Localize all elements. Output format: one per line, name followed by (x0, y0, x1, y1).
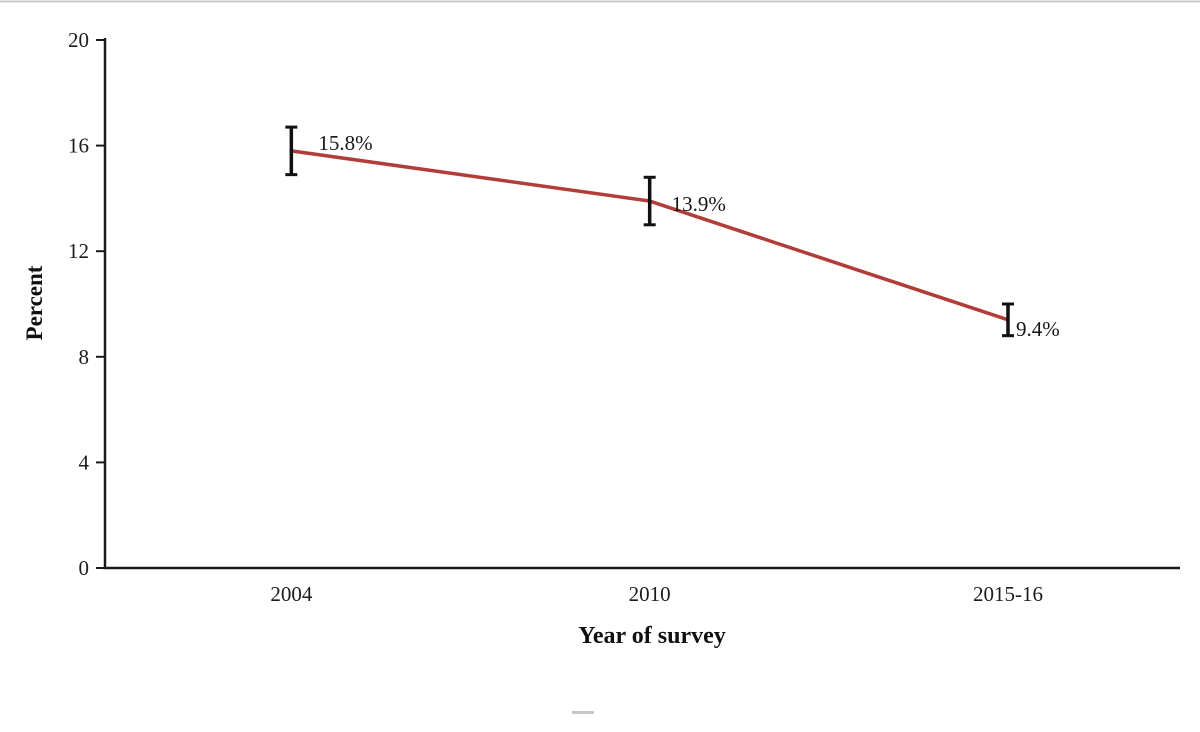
y-tick-label: 4 (79, 450, 90, 474)
data-label: 9.4% (1016, 317, 1060, 341)
y-tick-label: 0 (79, 556, 90, 580)
caption-artifact (572, 711, 594, 714)
axes-layer: 0 4 8 12 16 20 2004 2010 2015-16 (68, 28, 1180, 606)
data-series-layer (285, 125, 1014, 338)
data-label: 15.8% (318, 131, 372, 155)
x-axis-title: Year of survey (578, 623, 726, 649)
y-tick-label: 12 (68, 239, 89, 263)
y-tick-label: 20 (68, 28, 89, 52)
x-tick-label: 2010 (629, 582, 671, 606)
y-tick-label: 16 (68, 134, 89, 158)
x-tick-label: 2004 (270, 582, 313, 606)
y-axis-title: Percent (22, 265, 47, 340)
x-tick-label: 2015-16 (973, 582, 1043, 606)
data-labels-layer: 15.8% 13.9% 9.4% (318, 131, 1059, 341)
y-tick-label: 8 (79, 345, 90, 369)
data-label: 13.9% (672, 192, 726, 216)
